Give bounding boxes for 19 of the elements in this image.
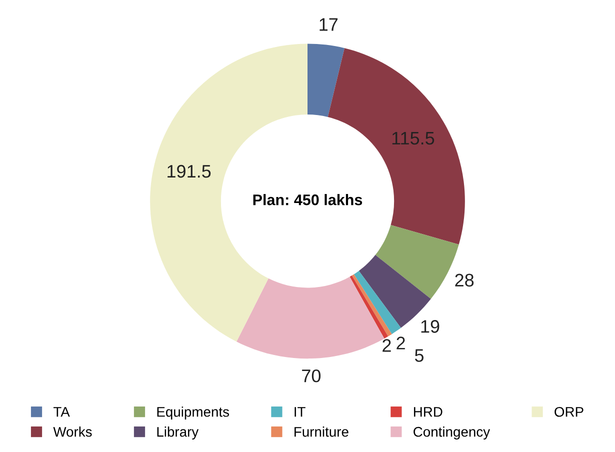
legend-label: TA — [53, 407, 70, 417]
data-label: 191.5 — [168, 164, 211, 178]
legend-label: ORP — [554, 406, 584, 417]
legend-label: Library — [157, 426, 199, 440]
data-label: 115.5 — [392, 132, 434, 145]
text: Plan: 450 lakhs — [253, 194, 362, 206]
data-label: 28 — [455, 274, 474, 287]
data-label: 19 — [421, 320, 440, 333]
legend-label: IT — [294, 407, 306, 417]
legend-label: Contingency — [414, 426, 490, 440]
data-label: 2 — [396, 336, 405, 350]
legend-label: HRD — [414, 407, 442, 417]
legend-label: Equipments — [157, 406, 230, 420]
data-label: 5 — [414, 349, 424, 362]
data-label: 2 — [382, 339, 391, 352]
legend-label: Works — [53, 426, 92, 437]
data-label: 17 — [320, 18, 338, 31]
data-label: 70 — [302, 369, 321, 382]
legend-label: Furniture — [294, 426, 348, 437]
